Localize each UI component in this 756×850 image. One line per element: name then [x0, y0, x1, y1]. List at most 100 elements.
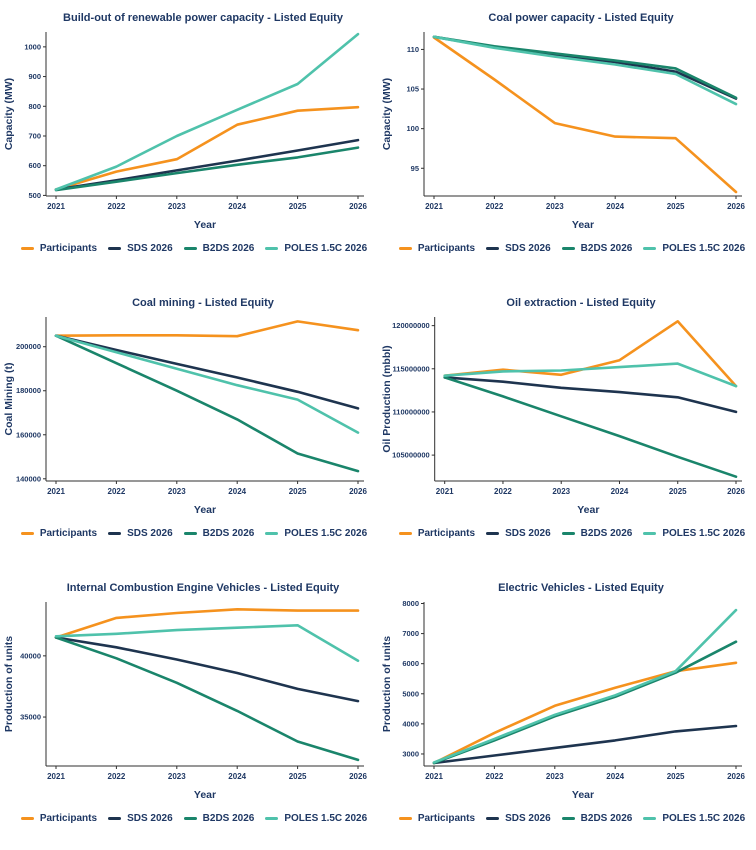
- x-tick-label: 2022: [108, 487, 126, 496]
- x-tick-label: 2021: [47, 487, 65, 496]
- y-tick-label: 115000000: [393, 364, 430, 373]
- series-line-poles-1-5c-2026: [54, 32, 360, 191]
- chart-title: Internal Combustion Engine Vehicles - Li…: [66, 582, 340, 594]
- series-line-poles-1-5c-2026: [54, 334, 360, 434]
- y-tick-label: 180000: [16, 386, 41, 395]
- legend: Participants SDS 2026 B2DS 2026 POLES 1.5C …: [0, 528, 378, 539]
- legend-swatch-icon: [108, 817, 122, 820]
- legend-item-sds-2026: SDS 2026: [486, 243, 551, 254]
- x-tick-label: 2022: [486, 772, 504, 781]
- legend-label: B2DS 2026: [202, 243, 255, 254]
- plot-svg: 105000000 110000000 115000000 120000000 2021…: [381, 317, 745, 516]
- legend-item-sds-2026: SDS 2026: [486, 813, 551, 824]
- y-tick-label: 95: [411, 164, 419, 173]
- chart-panel-5: Electric Vehicles - Listed Equity 3000 40…: [378, 570, 756, 850]
- y-axis-label: Coal Mining (t): [3, 363, 15, 436]
- x-tick-label: 2023: [168, 202, 186, 211]
- x-tick-label: 2021: [425, 772, 443, 781]
- chart-title: Oil extraction - Listed Equity: [506, 297, 656, 309]
- y-tick-label: 800: [28, 102, 41, 111]
- legend-label: SDS 2026: [505, 528, 551, 539]
- legend: Participants SDS 2026 B2DS 2026 POLES 1.5C …: [378, 243, 756, 254]
- y-tick-label: 110000000: [393, 407, 430, 416]
- series-line-b2ds-2026: [54, 334, 360, 473]
- legend-label: B2DS 2026: [202, 813, 255, 824]
- chart-title: Coal power capacity - Listed Equity: [488, 12, 674, 24]
- x-axis-label: Year: [194, 219, 216, 231]
- legend-swatch-icon: [643, 247, 657, 250]
- legend-swatch-icon: [265, 247, 279, 250]
- y-tick-label: 3000: [402, 749, 419, 758]
- series-line-b2ds-2026: [54, 636, 360, 762]
- series-line-participants: [54, 608, 360, 639]
- y-tick-label: 5000: [402, 689, 419, 698]
- y-tick-label: 700: [28, 131, 41, 140]
- legend-item-b2ds-2026: B2DS 2026: [561, 528, 632, 539]
- y-tick-label: 500: [28, 191, 41, 200]
- series-line-b2ds-2026: [54, 146, 360, 192]
- plot-svg: 3000 4000 5000 6000 7000 8000 2021 2022 2023 2024…: [381, 599, 745, 801]
- legend-item-participants: Participants: [20, 528, 97, 539]
- legend-label: SDS 2026: [505, 243, 551, 254]
- series-line-poles-1-5c-2026: [432, 608, 738, 764]
- legend-label: SDS 2026: [127, 243, 173, 254]
- legend-label: Participants: [417, 528, 476, 539]
- y-tick-label: 600: [28, 161, 41, 170]
- legend-label: SDS 2026: [505, 813, 551, 824]
- series-line-b2ds-2026: [443, 376, 738, 478]
- legend-item-poles-1-5c-2026: POLES 1.5C 2026: [265, 528, 367, 539]
- y-tick-label: 140000: [16, 474, 41, 483]
- x-tick-label: 2022: [486, 202, 504, 211]
- legend-item-b2ds-2026: B2DS 2026: [561, 813, 632, 824]
- x-tick-label: 2026: [349, 772, 367, 781]
- legend-swatch-icon: [398, 817, 412, 820]
- legend-label: Participants: [417, 813, 476, 824]
- y-tick-label: 40000: [20, 651, 41, 660]
- y-tick-label: 105: [406, 85, 419, 94]
- series-line-participants: [432, 661, 738, 765]
- x-tick-label: 2022: [108, 202, 126, 211]
- legend-item-b2ds-2026: B2DS 2026: [561, 243, 632, 254]
- chart-panel-4: Internal Combustion Engine Vehicles - Li…: [0, 570, 378, 850]
- y-axis-label: Capacity (MW): [381, 78, 393, 150]
- y-tick-label: 4000: [402, 719, 419, 728]
- legend-swatch-icon: [643, 532, 657, 535]
- x-tick-label: 2024: [228, 487, 246, 496]
- x-axis-label: Year: [194, 789, 216, 801]
- x-tick-label: 2025: [289, 202, 307, 211]
- legend: Participants SDS 2026 B2DS 2026 POLES 1.5C …: [0, 243, 378, 254]
- x-tick-label: 2025: [667, 202, 685, 211]
- chart-panel-3: Oil extraction - Listed Equity 105000000…: [378, 285, 756, 570]
- y-tick-label: 900: [28, 72, 41, 81]
- legend-swatch-icon: [561, 532, 575, 535]
- x-tick-label: 2026: [727, 487, 745, 496]
- legend-item-participants: Participants: [398, 813, 476, 824]
- series-line-sds-2026: [432, 724, 738, 765]
- x-tick-label: 2021: [436, 487, 454, 496]
- legend-item-poles-1-5c-2026: POLES 1.5C 2026: [643, 813, 745, 824]
- y-axis-label: Capacity (MW): [3, 78, 15, 150]
- plot-svg: 95 100 105 110 2021 2022 2023 2024 2025 2026 Year C…: [381, 32, 745, 231]
- plot-svg: 500 600 700 800 900 1000 2021 2022 2023 2024 2025 2…: [3, 32, 367, 231]
- legend-label: SDS 2026: [127, 813, 173, 824]
- x-tick-label: 2021: [47, 772, 65, 781]
- x-tick-label: 2026: [727, 202, 745, 211]
- legend-item-sds-2026: SDS 2026: [108, 813, 173, 824]
- legend-swatch-icon: [265, 532, 279, 535]
- legend: Participants SDS 2026 B2DS 2026 POLES 1.5C …: [378, 528, 756, 539]
- x-tick-label: 2022: [494, 487, 512, 496]
- legend-swatch-icon: [20, 532, 34, 535]
- legend-label: POLES 1.5C 2026: [284, 813, 368, 824]
- legend-label: Participants: [39, 813, 98, 824]
- legend-label: POLES 1.5C 2026: [662, 813, 746, 824]
- legend-swatch-icon: [486, 817, 500, 820]
- legend-label: POLES 1.5C 2026: [662, 243, 746, 254]
- y-tick-label: 120000000: [392, 321, 430, 330]
- legend-swatch-icon: [643, 817, 657, 820]
- y-axis-label: Oil Production (mbbl): [381, 345, 393, 452]
- legend-swatch-icon: [20, 247, 34, 250]
- y-tick-label: 35000: [20, 713, 41, 722]
- x-tick-label: 2021: [425, 202, 443, 211]
- legend-item-poles-1-5c-2026: POLES 1.5C 2026: [643, 243, 745, 254]
